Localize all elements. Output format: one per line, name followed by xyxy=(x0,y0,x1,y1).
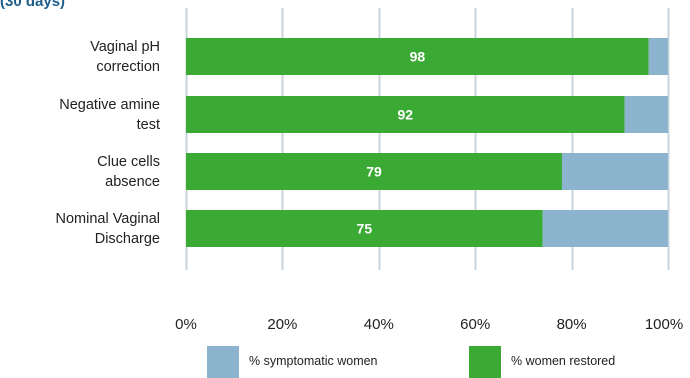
bar-restored xyxy=(186,153,562,190)
bar-value-label: 92 xyxy=(398,107,414,123)
legend-swatch-symptomatic xyxy=(207,346,239,378)
x-tick-label: 0% xyxy=(175,316,197,333)
x-tick-label: 60% xyxy=(460,316,491,333)
category-label: Clue cells absence xyxy=(0,152,160,192)
category-label: Negative amine test xyxy=(0,95,160,135)
bar-value-label: 98 xyxy=(410,49,426,65)
category-label-line: Negative amine xyxy=(59,96,160,113)
category-label-line: test xyxy=(136,116,160,133)
legend-label-symptomatic: % symptomatic women xyxy=(249,354,378,368)
chart-title-fragment: (30 days) xyxy=(0,0,66,10)
x-tick-label: 80% xyxy=(556,316,587,333)
category-label: Vaginal pH correction xyxy=(0,37,160,77)
legend-swatch-restored xyxy=(469,346,501,378)
bar-symptomatic xyxy=(542,210,668,247)
bar-restored xyxy=(186,210,543,247)
category-label-line: Vaginal pH xyxy=(90,38,160,55)
bar-restored xyxy=(186,38,649,75)
category-label: Nominal Vaginal Discharge xyxy=(0,209,160,249)
category-label-line: absence xyxy=(105,173,160,190)
bar-value-label: 75 xyxy=(357,221,373,237)
legend-label-restored: % women restored xyxy=(511,354,616,368)
bar-symptomatic xyxy=(648,38,668,75)
category-label-line: Discharge xyxy=(94,230,160,247)
bar-restored xyxy=(186,96,625,133)
x-tick-label: 20% xyxy=(267,316,298,333)
x-tick-label: 40% xyxy=(363,316,394,333)
category-label-line: correction xyxy=(96,58,160,75)
category-label-line: Clue cells xyxy=(97,153,160,170)
bar-symptomatic xyxy=(561,153,668,190)
bar-value-label: 79 xyxy=(366,164,382,180)
x-tick-label: 100% xyxy=(644,316,684,333)
bar-symptomatic xyxy=(624,96,668,133)
category-label-line: Nominal Vaginal xyxy=(55,210,160,227)
